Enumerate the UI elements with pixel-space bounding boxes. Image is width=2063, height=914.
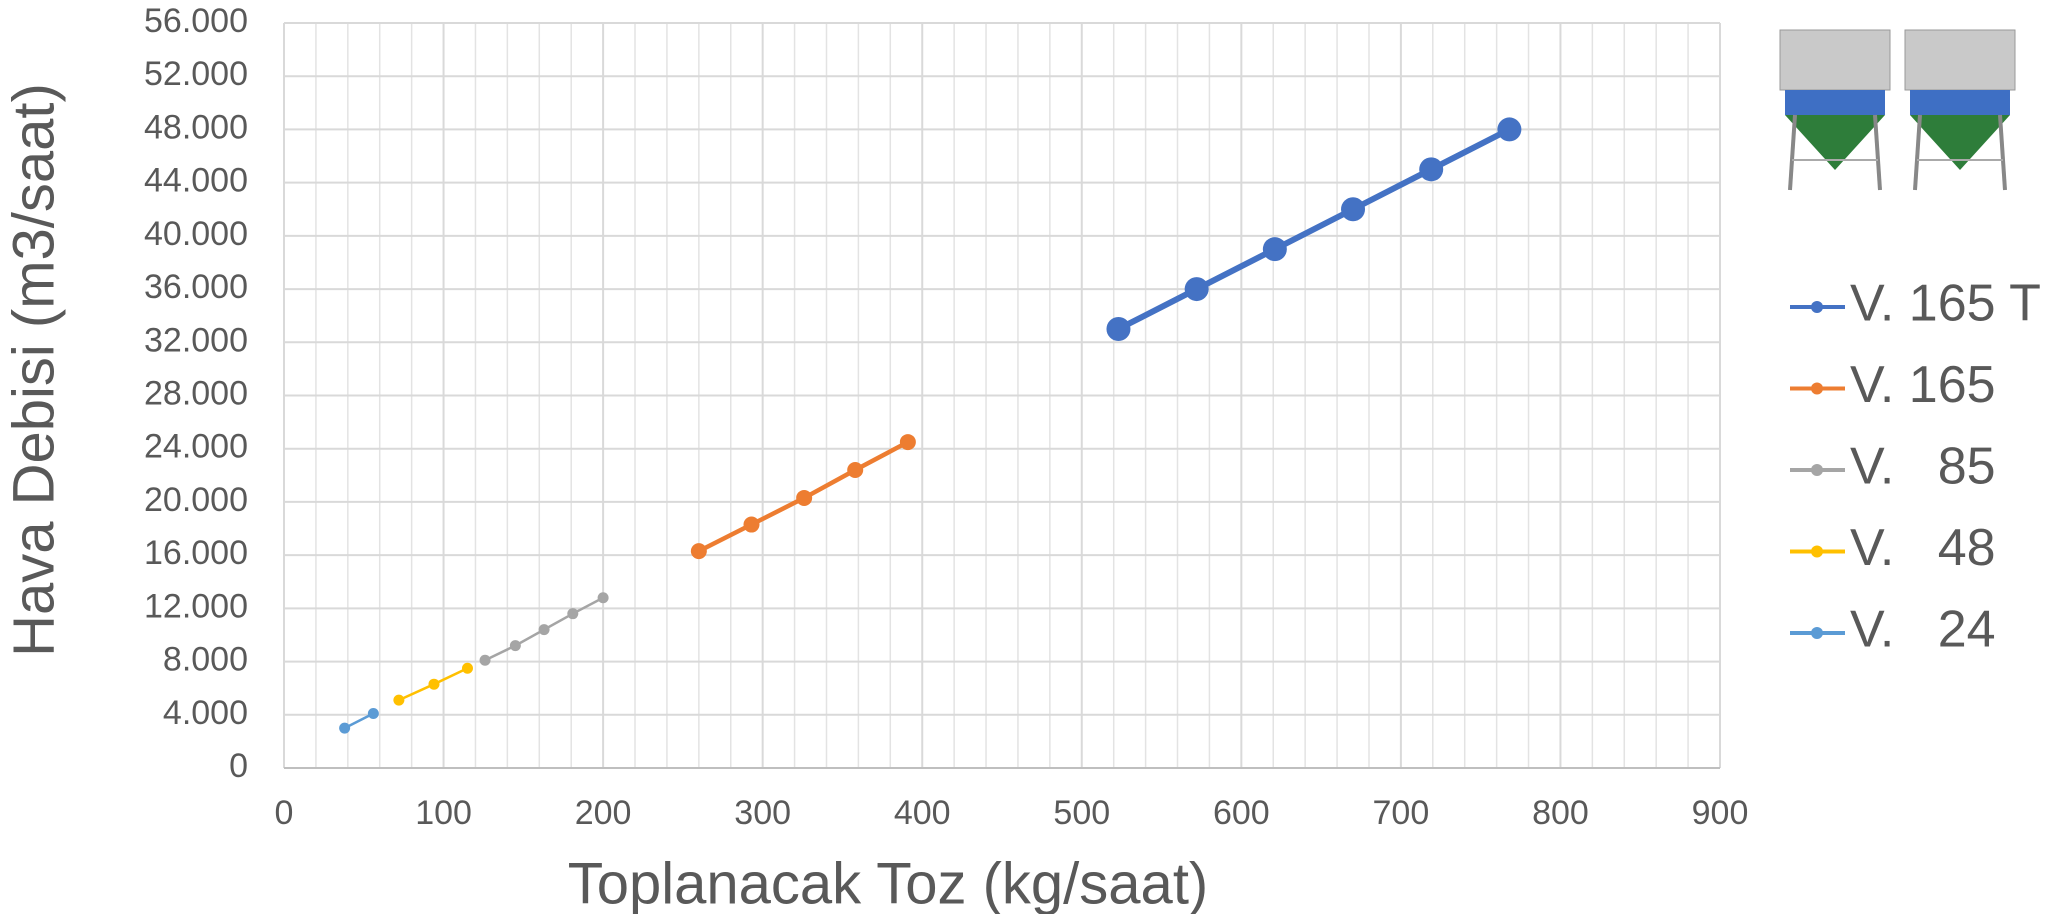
data-point	[743, 517, 759, 533]
x-tick-label: 500	[1053, 794, 1110, 832]
x-tick-label: 900	[1692, 794, 1749, 832]
data-point	[1419, 157, 1443, 181]
y-tick-label: 24.000	[144, 428, 248, 466]
legend-marker	[1811, 301, 1823, 313]
y-tick-label: 32.000	[144, 321, 248, 359]
data-point	[598, 592, 609, 603]
data-point	[462, 663, 473, 674]
legend-marker	[1811, 464, 1823, 476]
y-tick-label: 44.000	[144, 162, 248, 200]
data-point	[1106, 317, 1130, 341]
legend-label: V. 48	[1850, 519, 1996, 577]
y-tick-label: 40.000	[144, 215, 248, 253]
legend-marker	[1811, 627, 1823, 639]
data-point	[1185, 277, 1209, 301]
data-point	[847, 462, 863, 478]
y-tick-label: 12.000	[144, 587, 248, 625]
data-point	[567, 608, 578, 619]
x-tick-label: 300	[734, 794, 791, 832]
page: {"chart_data": {"type": "line", "xlabel"…	[0, 0, 2063, 914]
y-tick-label: 52.000	[144, 55, 248, 93]
data-point	[539, 624, 550, 635]
chart: Toplanacak Toz (kg/saat) Hava Debisi (m3…	[0, 0, 2063, 914]
x-tick-label: 200	[575, 794, 632, 832]
y-axis-title: Hava Debisi (m3/saat)	[1, 83, 66, 657]
data-point	[1341, 197, 1365, 221]
data-point	[691, 543, 707, 559]
legend-marker	[1811, 383, 1823, 395]
data-point	[480, 655, 491, 666]
data-point	[1263, 237, 1287, 261]
legend-marker	[1811, 546, 1823, 558]
y-tick-label: 36.000	[144, 268, 248, 306]
y-tick-label: 20.000	[144, 481, 248, 519]
data-point	[393, 695, 404, 706]
data-point	[796, 490, 812, 506]
silo-image	[1780, 30, 2015, 190]
y-tick-label: 4.000	[163, 694, 248, 732]
x-axis-title: Toplanacak Toz (kg/saat)	[568, 851, 1209, 914]
y-tick-label: 8.000	[163, 641, 248, 679]
y-tick-label: 48.000	[144, 108, 248, 146]
legend-label: V. 24	[1850, 601, 1996, 659]
x-tick-label: 100	[415, 794, 472, 832]
y-tick-label: 0	[229, 747, 248, 785]
data-point	[368, 708, 379, 719]
legend-label: V. 165	[1850, 356, 1996, 414]
x-tick-label: 600	[1213, 794, 1270, 832]
y-tick-label: 56.000	[144, 2, 248, 40]
y-tick-label: 16.000	[144, 534, 248, 572]
x-tick-label: 700	[1373, 794, 1430, 832]
data-point	[1497, 117, 1521, 141]
legend-label: V. 165 T	[1850, 275, 2041, 333]
x-tick-label: 800	[1532, 794, 1589, 832]
legend-label: V. 85	[1850, 438, 1996, 496]
x-tick-label: 0	[275, 794, 294, 832]
data-point	[428, 679, 439, 690]
data-point	[510, 640, 521, 651]
y-tick-label: 28.000	[144, 374, 248, 412]
x-tick-label: 400	[894, 794, 951, 832]
data-point	[900, 434, 916, 450]
data-point	[339, 723, 350, 734]
